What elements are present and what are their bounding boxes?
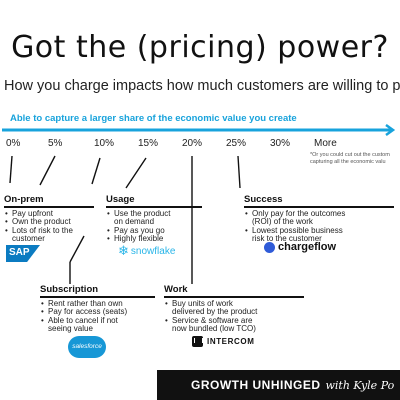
list-item: Highly flexible	[106, 235, 202, 244]
block-work: Work Buy units of work delivered by the …	[164, 284, 304, 334]
page-title: Got the (pricing) power?	[11, 30, 389, 65]
intercom-logo: INTERCOM	[192, 336, 254, 347]
block-title: Usage	[106, 194, 135, 205]
block-items: Pay upfront Own the product Lots of risk…	[4, 209, 94, 244]
list-item: (ROI) of the work	[252, 217, 313, 227]
scale-arrow	[2, 124, 396, 136]
list-item: now bundled (low TCO)	[172, 324, 256, 334]
block-underline	[106, 206, 202, 208]
list-item: risk to the customer	[252, 234, 322, 244]
list-item: Lots of risk to the	[4, 226, 94, 236]
block-success: Success Only pay for the outcomes (ROI) …	[244, 194, 394, 244]
tick-label: 0%	[6, 138, 21, 149]
salesforce-logo: salesforce	[68, 336, 106, 358]
block-onprem: On-prem Pay upfront Own the product Lots…	[4, 194, 94, 244]
block-title: Work	[164, 284, 188, 295]
footer-byline: with Kyle Po	[325, 378, 395, 392]
list-item: Use the product	[106, 209, 202, 219]
tick-label: 25%	[226, 138, 247, 149]
tick-label: 5%	[48, 138, 63, 149]
block-underline	[164, 296, 304, 298]
list-item: Pay upfront	[4, 209, 94, 219]
tick-label: 30%	[270, 138, 291, 149]
snowflake-icon: ❄	[118, 243, 129, 258]
list-item: Lowest possible business	[244, 226, 394, 236]
list-item: Own the product	[4, 217, 94, 227]
block-usage: Usage Use the product on demand Pay as y…	[106, 194, 202, 244]
list-item: Pay for access (seats)	[40, 307, 155, 317]
footnote-line: capturing all the economic valu	[310, 159, 386, 165]
block-underline	[244, 206, 394, 208]
list-item: on demand	[114, 217, 155, 227]
snowflake-logo-text: snowflake	[130, 245, 176, 257]
intercom-logo-text: INTERCOM	[207, 337, 255, 346]
list-item: Pay as you go	[106, 226, 202, 236]
block-items: Buy units of work delivered by the produ…	[164, 299, 304, 334]
tick-label: 20%	[182, 138, 203, 149]
tick-label: More	[314, 138, 337, 149]
list-item: customer	[12, 234, 45, 244]
list-item: Service & software are	[164, 316, 304, 326]
block-items: Only pay for the outcomes (ROI) of the w…	[244, 209, 394, 244]
intercom-icon	[192, 336, 203, 347]
list-item: Only pay for the outcomes	[244, 209, 394, 219]
block-underline	[40, 296, 155, 298]
block-items: Use the product on demand Pay as you go …	[106, 209, 202, 244]
tick-label: 10%	[94, 138, 115, 149]
block-title: Success	[244, 194, 283, 205]
chargeflow-icon	[264, 241, 275, 253]
list-item: delivered by the product	[172, 307, 258, 317]
block-title: Subscription	[40, 284, 99, 295]
list-item: Rent rather than own	[40, 299, 155, 309]
list-item: seeing value	[48, 324, 93, 334]
footer-brand: GROWTH UNHINGED	[191, 378, 321, 392]
page-subtitle: How you charge impacts how much customer…	[4, 78, 400, 94]
tick-label: 15%	[138, 138, 159, 149]
footer-banner: GROWTH UNHINGED with Kyle Po	[157, 370, 400, 400]
chargeflow-logo-text: chargeflow	[278, 241, 337, 253]
list-item: Able to cancel if not	[40, 316, 155, 326]
scale-band-label: Able to capture a larger share of the ec…	[10, 113, 297, 124]
block-underline	[4, 206, 94, 208]
footnote: *Or you could cut out the custom capturi…	[310, 152, 390, 166]
block-subscription: Subscription Rent rather than own Pay fo…	[40, 284, 155, 334]
block-items: Rent rather than own Pay for access (sea…	[40, 299, 155, 334]
list-item: Buy units of work	[164, 299, 304, 309]
block-title: On-prem	[4, 194, 44, 205]
chargeflow-logo: chargeflow	[264, 241, 336, 253]
footnote-line: *Or you could cut out the custom	[310, 152, 390, 158]
snowflake-logo: ❄ snowflake	[118, 243, 175, 259]
